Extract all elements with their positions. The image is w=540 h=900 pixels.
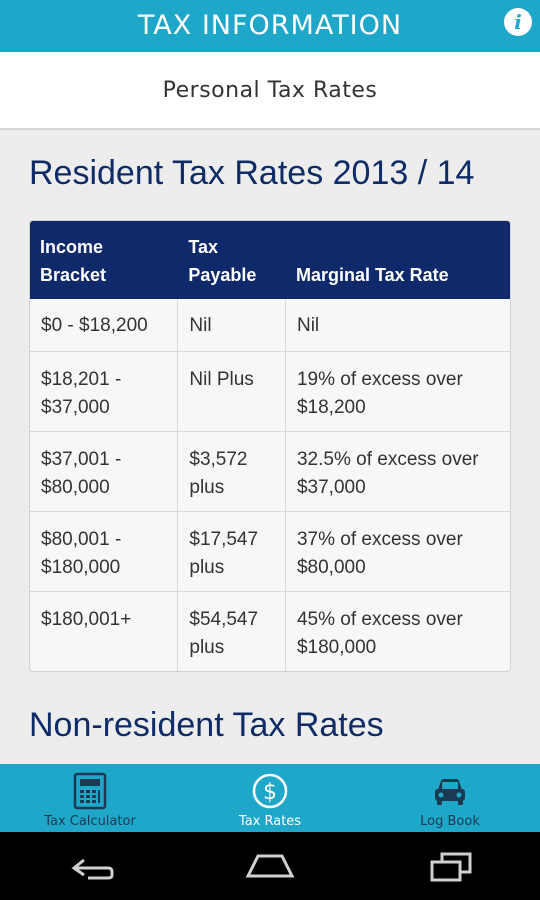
nav-tax-rates[interactable]: $ Tax Rates: [180, 764, 360, 832]
cell-income: $80,001 - $180,000: [30, 512, 179, 591]
table-row: $80,001 - $180,000 $17,547 plus 37% of e…: [30, 511, 510, 591]
info-icon[interactable]: i: [504, 8, 532, 36]
table-row: $0 - $18,200 Nil Nil: [30, 299, 510, 351]
cell-payable: $17,547 plus: [178, 512, 286, 591]
nav-label: Log Book: [420, 814, 480, 829]
dollar-icon: $: [252, 773, 288, 809]
table-header: Income Bracket Tax Payable Marginal Tax …: [30, 221, 510, 299]
cell-rate: 37% of excess over $80,000: [296, 529, 463, 578]
cell-payable: Nil: [178, 299, 286, 351]
table-row: $18,201 - $37,000 Nil Plus 19% of excess…: [30, 351, 510, 431]
nav-label: Tax Calculator: [44, 814, 136, 829]
cell-rate: 19% of excess over $18,200: [296, 369, 463, 418]
car-icon: [435, 779, 465, 805]
nav-log-book[interactable]: Log Book: [360, 764, 540, 832]
calculator-icon: [73, 772, 107, 810]
cell-rate: 45% of excess over $180,000: [296, 609, 463, 658]
cell-income: $180,001+: [30, 592, 179, 671]
page-subheader: Personal Tax Rates: [0, 52, 540, 130]
cell-payable: $3,572 plus: [178, 432, 286, 511]
cell-payable: $54,547 plus: [178, 592, 286, 671]
table-row: $180,001+ $54,547 plus 45% of excess ove…: [30, 591, 510, 671]
app-title: TAX INFORMATION: [137, 10, 403, 41]
system-nav-bar: [0, 832, 540, 900]
home-icon[interactable]: [242, 848, 298, 884]
header-marginal-rate: Marginal Tax Rate: [295, 265, 449, 285]
recent-apps-icon[interactable]: [422, 848, 478, 884]
resident-tax-table: Income Bracket Tax Payable Marginal Tax …: [29, 220, 511, 672]
header-tax-payable: Tax Payable: [188, 237, 257, 285]
cell-income: $0 - $18,200: [30, 299, 179, 351]
cell-income: $37,001 - $80,000: [30, 432, 179, 511]
bottom-nav: Tax Calculator $ Tax Rates Log Book: [0, 764, 540, 832]
nonresident-section-title: Non-resident Tax Rates: [29, 706, 384, 744]
page-title: Personal Tax Rates: [162, 78, 378, 103]
cell-income: $18,201 - $37,000: [30, 352, 179, 431]
nav-tax-calculator[interactable]: Tax Calculator: [0, 764, 180, 832]
cell-payable: Nil Plus: [178, 352, 286, 431]
svg-text:$: $: [263, 780, 277, 805]
resident-section-title: Resident Tax Rates 2013 / 14: [29, 154, 475, 192]
header-income-bracket: Income Bracket: [40, 237, 107, 285]
cell-rate: Nil: [296, 315, 320, 336]
cell-rate: 32.5% of excess over $37,000: [296, 449, 479, 498]
scroll-content[interactable]: Resident Tax Rates 2013 / 14 Income Brac…: [0, 132, 540, 764]
back-icon[interactable]: [62, 848, 118, 884]
table-row: $37,001 - $80,000 $3,572 plus 32.5% of e…: [30, 431, 510, 511]
app-bar: TAX INFORMATION i: [0, 0, 540, 52]
nav-label: Tax Rates: [238, 814, 302, 829]
